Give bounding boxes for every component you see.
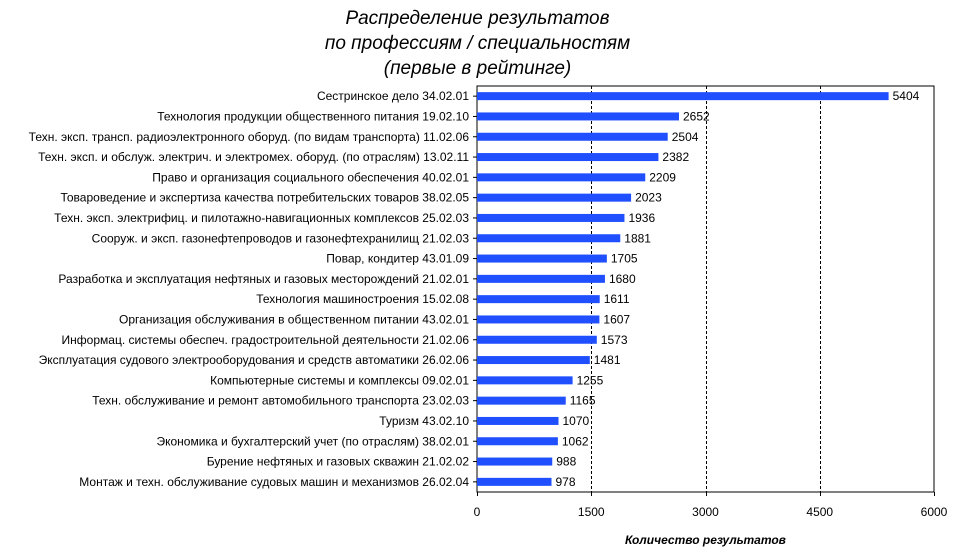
category-label: Повар, кондитер 43.01.09	[326, 252, 469, 266]
bar	[477, 112, 679, 121]
data-label: 5404	[893, 89, 920, 103]
bar	[477, 153, 659, 162]
category-label: Организация обслуживания в общественном …	[119, 312, 469, 326]
bar	[477, 416, 559, 425]
data-label: 1165	[570, 394, 596, 408]
bar	[477, 193, 632, 202]
data-label: 1070	[562, 414, 589, 428]
category-label: Товароведение и экспертиза качества потр…	[60, 191, 469, 205]
x-tick-label: 6000	[921, 505, 948, 519]
data-label: 988	[556, 455, 576, 469]
data-label: 978	[555, 475, 575, 489]
bar	[477, 173, 646, 182]
bar	[477, 254, 607, 263]
category-label: Технология продукции общественного питан…	[157, 109, 469, 123]
bar	[477, 132, 668, 141]
bar	[477, 295, 600, 304]
data-label: 1611	[604, 292, 630, 306]
data-label: 1573	[601, 333, 628, 347]
data-label: 1255	[577, 373, 604, 387]
category-label: Техн. эксп. электрифиц. и пилотажно-нави…	[54, 211, 469, 225]
bar	[477, 92, 889, 101]
category-label: Сооруж. и эксп. газонефтепроводов и газо…	[92, 231, 470, 245]
category-label: Сестринское дело 34.02.01	[317, 89, 469, 103]
data-label: 2504	[672, 130, 699, 144]
data-label: 1936	[628, 211, 655, 225]
bar	[477, 437, 558, 446]
bar	[477, 356, 590, 365]
category-label: Техн. обслуживание и ремонт автомобильно…	[92, 394, 469, 408]
chart-title-line-2: по профессиям / специальностям	[324, 33, 631, 54]
category-label: Бурение нефтяных и газовых скважин 21.02…	[207, 455, 470, 469]
chart-title-line-3: (первые в рейтинге)	[383, 58, 572, 79]
category-label: Информац. системы обеспеч. градостроител…	[62, 333, 470, 347]
plot-area-frame	[476, 85, 935, 493]
category-label: Право и организация социального обеспече…	[152, 170, 469, 184]
bar	[477, 315, 600, 324]
bar	[477, 234, 621, 243]
data-label: 1881	[624, 231, 651, 245]
data-label: 2652	[683, 109, 710, 123]
category-label: Технология машиностроения 15.02.08	[256, 292, 469, 306]
x-tick-label: 0	[474, 505, 481, 519]
data-label: 2209	[649, 170, 676, 184]
bar	[477, 477, 552, 486]
chart-title-line-1: Распределение результатов	[345, 8, 610, 29]
category-label: Техн. эксп. трансп. радиоэлектронного об…	[29, 130, 470, 144]
data-label: 1607	[603, 312, 630, 326]
category-label: Экономика и бухгалтерский учет (по отрас…	[157, 434, 470, 448]
x-tick-label: 3000	[692, 505, 719, 519]
category-label: Компьютерные системы и комплексы 09.02.0…	[210, 373, 469, 387]
bar	[477, 457, 553, 466]
bar	[477, 396, 566, 405]
x-tick-label: 1500	[578, 505, 605, 519]
x-tick-label: 4500	[806, 505, 833, 519]
category-label: Эксплуатация судового электрооборудовани…	[39, 353, 470, 367]
bar	[477, 376, 573, 385]
bar	[477, 274, 605, 283]
data-label: 2023	[635, 191, 662, 205]
data-label: 1481	[594, 353, 621, 367]
data-label: 1705	[611, 252, 638, 266]
category-label: Разработка и эксплуатация нефтяных и газ…	[58, 272, 469, 286]
category-label: Техн. эксп. и обслуж. электрич. и электр…	[38, 150, 469, 164]
bar	[477, 335, 597, 344]
data-label: 1680	[609, 272, 636, 286]
data-label: 1062	[562, 434, 589, 448]
x-axis-title: Количество результатов	[625, 533, 786, 547]
bar	[477, 213, 625, 222]
category-label: Монтаж и техн. обслуживание судовых маши…	[79, 475, 469, 489]
category-label: Туризм 43.02.10	[379, 414, 469, 428]
data-label: 2382	[662, 150, 689, 164]
